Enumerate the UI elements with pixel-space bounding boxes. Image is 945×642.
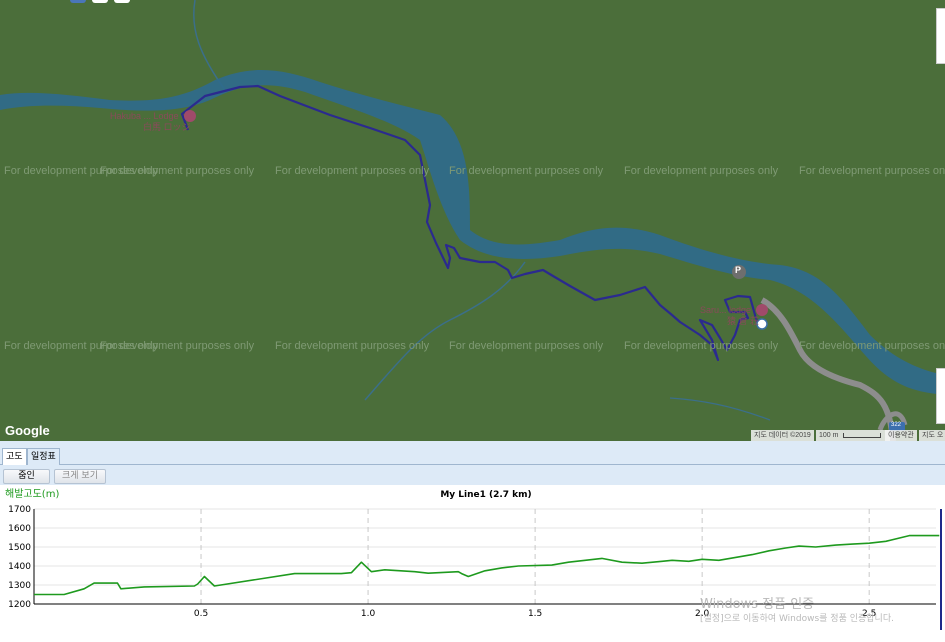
poi-sublabel: 猿 倉 荘 bbox=[727, 316, 760, 326]
y-tick-label: 1400 bbox=[8, 562, 31, 572]
x-tick-label: 1.0 bbox=[361, 609, 376, 619]
y-tick-label: 1600 bbox=[8, 524, 31, 534]
scale-bar[interactable]: 100 m bbox=[816, 430, 890, 441]
map-view[interactable]: For development purposes only For develo… bbox=[0, 0, 945, 441]
elevation-chart: 해발고도(m) My Line1 (2.7 km) 1200 1300 1400 15… bbox=[0, 485, 945, 638]
watermark: For development purposes only bbox=[799, 165, 945, 177]
x-tick-label: 2.5 bbox=[862, 609, 876, 619]
watermark: For development purposes only bbox=[100, 340, 255, 352]
fullscreen-button[interactable] bbox=[936, 8, 945, 64]
windows-activation-title: Windows 정품 인증 bbox=[700, 597, 815, 612]
y-tick-label: 1200 bbox=[8, 600, 31, 610]
parking-icon[interactable] bbox=[732, 265, 746, 279]
route-line bbox=[180, 84, 759, 362]
route-badge bbox=[889, 422, 905, 431]
map-type-button[interactable] bbox=[70, 0, 86, 3]
watermark: For development purposes only bbox=[799, 340, 945, 352]
watermark: For development purposes only bbox=[449, 165, 604, 177]
chart-marks bbox=[34, 534, 940, 596]
poi-label[interactable]: Hakuba ... Lodge bbox=[110, 111, 179, 121]
watermark: For development purposes only bbox=[275, 340, 430, 352]
stream-north bbox=[193, 0, 226, 91]
watermark: For development purposes only bbox=[100, 165, 255, 177]
watermark: For development purposes only bbox=[4, 340, 159, 352]
road bbox=[760, 297, 896, 441]
report-link[interactable]: 지도 오 bbox=[919, 430, 945, 441]
tab-elevation[interactable]: 고도 bbox=[2, 448, 27, 465]
poi-label[interactable]: Saru... lodge bbox=[700, 305, 752, 315]
y-tick-label: 1700 bbox=[8, 505, 31, 515]
watermark: For development purposes only bbox=[624, 165, 779, 177]
watermark: For development purposes only bbox=[275, 165, 430, 177]
stream-south bbox=[364, 261, 526, 401]
elevation-chart-svg: 해발고도(m) My Line1 (2.7 km) 1200 1300 1400 15… bbox=[5, 487, 942, 630]
scale-label: 100 m bbox=[819, 432, 839, 439]
lodge-pin-icon-2[interactable] bbox=[756, 304, 768, 316]
tab-bar: 고도 일정표 bbox=[0, 444, 945, 465]
tab-itinerary[interactable]: 일정표 bbox=[27, 448, 60, 465]
terms-link[interactable]: 이용약관 bbox=[885, 430, 917, 441]
chart-title: My Line1 (2.7 km) bbox=[440, 490, 531, 500]
bottom-panel: 고도 일정표 줌인 크게 보기 해발고도(m) My Line1 (2.7 km… bbox=[0, 441, 945, 638]
map-type-button[interactable] bbox=[92, 0, 108, 3]
windows-activation-body: [설정]으로 이동하여 Windows를 정품 인증합니다. bbox=[700, 614, 894, 624]
river bbox=[0, 70, 945, 395]
map-canvas bbox=[0, 0, 945, 441]
zoom-in-button[interactable]: 줌인 bbox=[3, 469, 50, 484]
x-tick-label: 0.5 bbox=[194, 609, 208, 619]
y-tick-label: 1500 bbox=[8, 543, 31, 553]
y-axis-label: 해발고도(m) bbox=[5, 487, 59, 500]
zoom-control[interactable] bbox=[936, 368, 945, 424]
elevation-line bbox=[34, 534, 940, 596]
watermark: For development purposes only bbox=[624, 340, 779, 352]
zoom-out-button[interactable]: 크게 보기 bbox=[54, 469, 106, 484]
map-type-button[interactable] bbox=[114, 0, 130, 3]
x-tick-label: 2.0 bbox=[695, 609, 710, 619]
parking-label: P bbox=[735, 265, 742, 275]
chart-grid: 1200 1300 1400 1500 1600 1700 0.5 1.0 1.5 2.0 2.5 bbox=[8, 505, 942, 630]
poi-sublabel: 白馬 ロッジ bbox=[143, 122, 191, 132]
x-tick-label: 1.5 bbox=[528, 609, 542, 619]
bus-stop-icon[interactable] bbox=[756, 318, 768, 330]
road-hairpin bbox=[877, 411, 908, 431]
lodge-pin-icon[interactable] bbox=[184, 110, 196, 122]
map-data-attribution[interactable]: 지도 데이터 ©2019 bbox=[751, 430, 814, 441]
y-tick-label: 1300 bbox=[8, 581, 31, 591]
scale-ruler bbox=[843, 432, 882, 438]
google-logo[interactable]: Google bbox=[5, 423, 50, 438]
stream-southeast bbox=[669, 397, 771, 421]
watermark: For development purposes only bbox=[4, 165, 159, 177]
watermark: For development purposes only bbox=[449, 340, 604, 352]
road-badge-label: 322 bbox=[891, 422, 902, 428]
